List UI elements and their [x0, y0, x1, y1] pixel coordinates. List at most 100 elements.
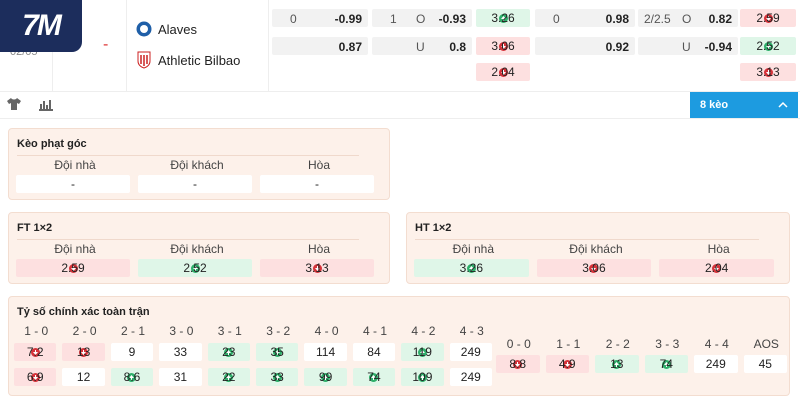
odds-cell[interactable]: 13	[595, 355, 639, 373]
trend-up-icon	[321, 372, 331, 382]
trend-up-icon	[369, 372, 379, 382]
odds-cell[interactable]: 35	[256, 343, 299, 361]
odds-cell[interactable]: 3.26	[414, 259, 529, 277]
odds-box[interactable]: U 0.8	[372, 37, 472, 55]
odds-cell[interactable]: -	[138, 175, 252, 193]
odds-value: 74	[367, 370, 381, 384]
odds-box[interactable]: 0.87	[272, 37, 368, 55]
odds-cell[interactable]: 99	[304, 368, 347, 386]
odds-cell[interactable]: 33	[159, 343, 202, 361]
odds-side: U	[682, 40, 691, 54]
odds-value: -0.94	[704, 40, 732, 54]
odds-box[interactable]: U -0.94	[638, 37, 738, 55]
odds-cell[interactable]: 6.9	[14, 368, 57, 386]
score-header: 1 - 1	[556, 337, 581, 351]
odds-value: 0.87	[338, 40, 362, 54]
trend-up-icon	[417, 347, 427, 357]
jersey-icon[interactable]	[6, 97, 22, 111]
score-header: 3 - 2	[266, 324, 291, 338]
divider	[268, 0, 269, 92]
odds-cell[interactable]: 12	[62, 368, 105, 386]
odds-box[interactable]: 0.92	[535, 37, 635, 55]
odds-cell[interactable]: 31	[159, 368, 202, 386]
odds-cell[interactable]: 3.06	[476, 37, 530, 55]
panel-rule	[17, 239, 359, 240]
score-header: 0 - 0	[506, 337, 531, 351]
panel-rule	[17, 155, 359, 156]
odds-cell[interactable]: 8.8	[496, 355, 540, 373]
odds-value: 249	[460, 345, 481, 359]
odds-cell[interactable]: 7.2	[14, 343, 57, 361]
panel-title: Kèo phạt góc	[17, 138, 87, 150]
odds-cell[interactable]: 114	[304, 343, 347, 361]
odds-value: 3.13	[305, 261, 329, 275]
odds-line: 0	[290, 12, 297, 26]
odds-cell[interactable]: 23	[207, 343, 250, 361]
odds-cell[interactable]: 2.52	[138, 259, 252, 277]
odds-box[interactable]: 0 0.98	[535, 9, 635, 27]
odds-value: 0.8	[449, 40, 466, 54]
stats-icon[interactable]	[38, 97, 54, 111]
odds-value: 13	[76, 345, 91, 359]
odds-value: 109	[412, 370, 433, 384]
odds-cell[interactable]: 249	[694, 355, 738, 373]
odds-cell[interactable]: 74	[644, 355, 688, 373]
odds-value: -	[315, 177, 319, 191]
odds-value: 3.06	[491, 39, 515, 53]
odds-value: 114	[316, 345, 336, 359]
score-header: 1 - 0	[24, 324, 49, 338]
odds-cell[interactable]: 2.04	[659, 259, 774, 277]
odds-cell[interactable]: -	[16, 175, 130, 193]
trend-down-icon	[562, 359, 572, 369]
odds-cell[interactable]: 3.06	[536, 259, 652, 277]
trend-up-icon	[127, 372, 137, 382]
trend-up-icon	[272, 372, 282, 382]
markets-toggle[interactable]: 8 kèo	[690, 92, 798, 118]
odds-cell[interactable]: 119	[401, 343, 444, 361]
trend-down-icon	[68, 263, 78, 273]
odds-cell[interactable]: 9	[110, 343, 154, 361]
markets-count: 8 kèo	[700, 99, 729, 111]
odds-cell[interactable]: 74	[352, 368, 396, 386]
odds-cell[interactable]: 13	[62, 343, 105, 361]
odds-cell[interactable]: 3.13	[740, 63, 796, 81]
odds-value: -	[193, 177, 197, 191]
odds-box[interactable]: 0 -0.99	[272, 9, 368, 27]
odds-line: 2/2.5	[644, 12, 671, 26]
odds-cell[interactable]: 249	[449, 368, 492, 386]
odds-box[interactable]: 2/2.5 O 0.82	[638, 9, 738, 27]
odds-cell[interactable]: 4.9	[545, 355, 589, 373]
odds-value: -	[71, 177, 75, 191]
odds-value: 2.52	[756, 39, 780, 53]
column-header: Đội nhà	[54, 158, 96, 172]
odds-value: 249	[460, 370, 481, 384]
odds-cell[interactable]: 2.04	[476, 63, 530, 81]
odds-cell[interactable]: 45	[743, 355, 787, 373]
odds-cell[interactable]: 3.13	[260, 259, 374, 277]
odds-cell[interactable]: 109	[401, 368, 444, 386]
odds-value: 2.59	[61, 261, 85, 275]
odds-value: 74	[659, 357, 673, 371]
odds-cell[interactable]: 2.59	[16, 259, 130, 277]
trend-up-icon	[190, 263, 200, 273]
odds-cell[interactable]: -	[260, 175, 374, 193]
trend-up-icon	[224, 372, 234, 382]
score-header: 3 - 1	[217, 324, 242, 338]
away-team[interactable]: Athletic Bilbao	[158, 53, 241, 68]
trend-up-icon	[272, 347, 282, 357]
odds-cell[interactable]: 249	[449, 343, 492, 361]
odds-cell[interactable]: 22	[207, 368, 250, 386]
odds-value: 0.98	[605, 12, 629, 26]
odds-box[interactable]: 1 O -0.93	[372, 9, 472, 27]
home-team[interactable]: Alaves	[158, 22, 198, 37]
odds-cell[interactable]: 3.26	[476, 9, 530, 27]
odds-cell[interactable]: 33	[256, 368, 299, 386]
odds-cell[interactable]: 84	[352, 343, 396, 361]
odds-side: U	[416, 40, 425, 54]
odds-cell[interactable]: 2.52	[740, 37, 796, 55]
odds-cell[interactable]: 8.6	[110, 368, 154, 386]
odds-value: 33	[270, 370, 284, 384]
odds-cell[interactable]: 2.59	[740, 9, 796, 27]
logo[interactable]: 7M	[0, 0, 82, 52]
